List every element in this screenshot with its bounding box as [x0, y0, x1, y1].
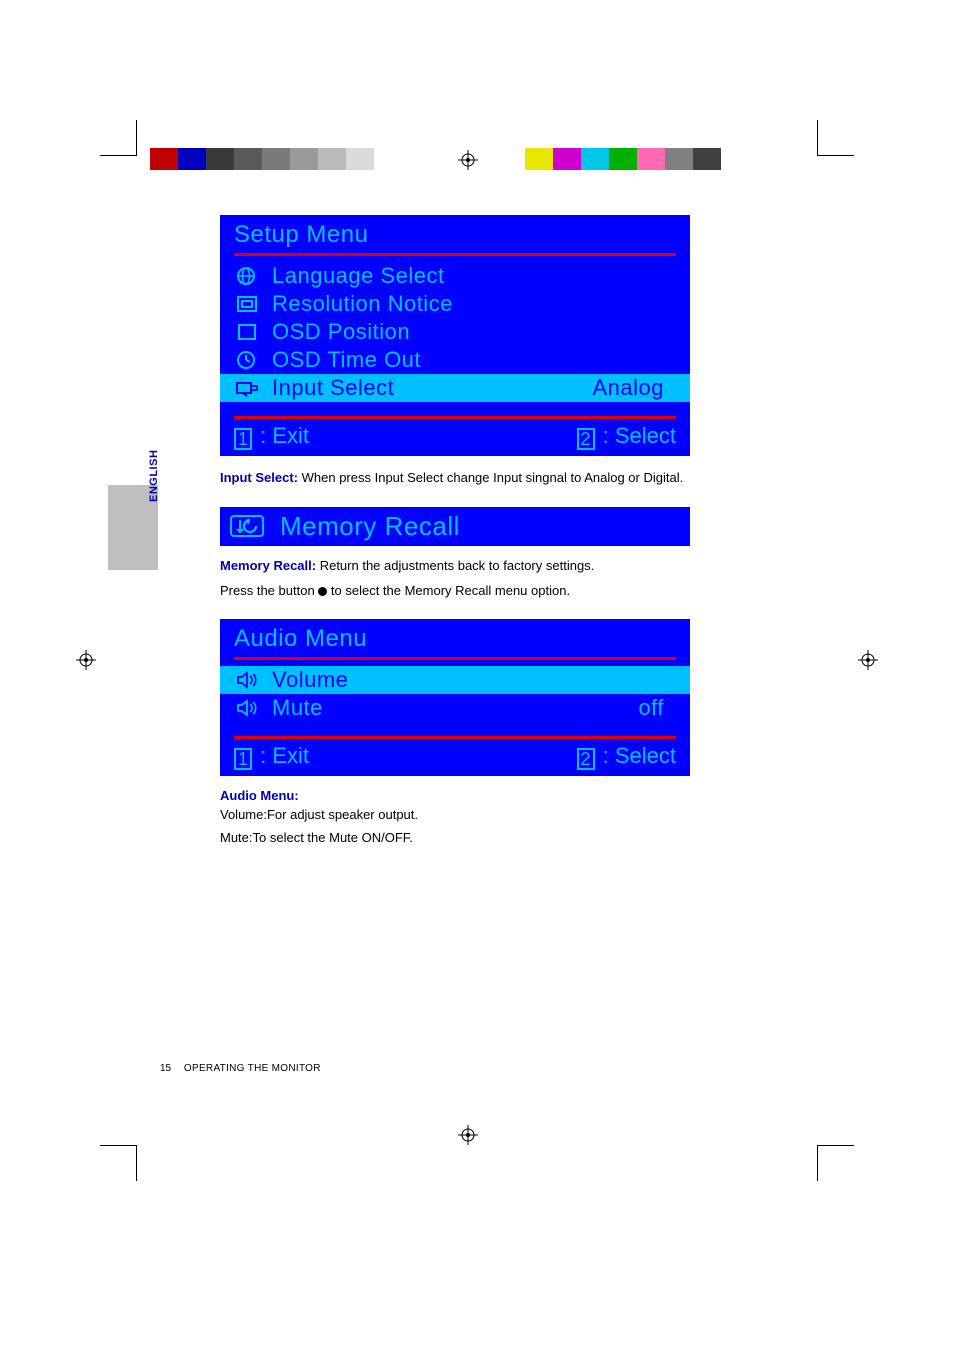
box-icon [234, 322, 260, 342]
menu-item-value: Analog [592, 375, 676, 401]
page-footer: 15 OPERATING THE MONITOR [160, 1063, 321, 1074]
footer-exit: 1 : Exit [234, 423, 309, 450]
menu-item[interactable]: OSD Position [220, 318, 690, 346]
key-2-icon: 2 [577, 748, 595, 770]
key-2-icon: 2 [577, 428, 595, 450]
crop-mark [818, 155, 854, 156]
footer-exit: 1 : Exit [234, 743, 309, 770]
crop-mark [818, 1145, 854, 1146]
input-select-description: Input Select: When press Input Select ch… [220, 468, 690, 489]
menu-item-label: Resolution Notice [272, 291, 664, 317]
menu-item-label: Input Select [272, 375, 592, 401]
audio-menu-title: Audio Menu [220, 619, 690, 657]
registration-mark-icon [76, 650, 96, 670]
audio-menu-items: VolumeMuteoff [220, 660, 690, 736]
menu-item[interactable]: Input SelectAnalog [220, 374, 690, 402]
audio-menu-heading: Audio Menu: [220, 788, 690, 803]
memory-recall-instruction: Press the button to select the Memory Re… [220, 581, 690, 602]
printer-color-bar [525, 148, 721, 170]
language-tab-label: ENGLISH [148, 450, 160, 502]
menu-item-value: off [638, 695, 676, 721]
audio-volume-description: Volume:For adjust speaker output. [220, 805, 690, 826]
crop-mark [100, 1145, 136, 1146]
setup-menu-osd: Setup Menu Language SelectResolution Not… [220, 215, 690, 456]
setup-menu-footer: 1 : Exit 2 : Select [220, 419, 690, 456]
menu-item-label: OSD Position [272, 319, 664, 345]
speaker-icon [234, 698, 260, 718]
memory-recall-description: Memory Recall: Return the adjustments ba… [220, 556, 690, 577]
registration-mark-icon [858, 650, 878, 670]
menu-item[interactable]: Resolution Notice [220, 290, 690, 318]
memory-recall-header: Memory Recall [220, 507, 690, 546]
audio-menu-footer: 1 : Exit 2 : Select [220, 739, 690, 776]
footer-select: 2 : Select [577, 423, 677, 450]
crop-mark [136, 120, 137, 156]
audio-menu-osd: Audio Menu VolumeMuteoff 1 : Exit 2 : Se… [220, 619, 690, 776]
menu-item[interactable]: Volume [220, 666, 690, 694]
menu-item[interactable]: Language Select [220, 262, 690, 290]
registration-mark-icon [458, 150, 478, 170]
input-icon [234, 378, 260, 398]
page-content: Setup Menu Language SelectResolution Not… [220, 215, 690, 851]
audio-mute-description: Mute:To select the Mute ON/OFF. [220, 828, 690, 849]
menu-item-label: Volume [272, 667, 664, 693]
page-number: 15 [160, 1063, 171, 1074]
memory-recall-title: Memory Recall [280, 511, 460, 542]
menu-item-label: Mute [272, 695, 638, 721]
crop-mark [817, 120, 818, 156]
button-dot-icon [318, 587, 327, 596]
crop-mark [100, 155, 136, 156]
menu-item[interactable]: Muteoff [220, 694, 690, 722]
footer-title: OPERATING THE MONITOR [184, 1063, 321, 1074]
setup-menu-title: Setup Menu [220, 215, 690, 253]
crop-mark [817, 1145, 818, 1181]
key-1-icon: 1 [234, 428, 252, 450]
footer-select: 2 : Select [577, 743, 677, 770]
recall-icon [230, 513, 270, 539]
setup-menu-items: Language SelectResolution NoticeOSD Posi… [220, 256, 690, 416]
registration-mark-icon [458, 1125, 478, 1145]
crop-mark [136, 1145, 137, 1181]
speaker-icon [234, 670, 260, 690]
globe-icon [234, 266, 260, 286]
menu-item-label: Language Select [272, 263, 664, 289]
screen-icon [234, 294, 260, 314]
key-1-icon: 1 [234, 748, 252, 770]
menu-item-label: OSD Time Out [272, 347, 664, 373]
clock-icon [234, 350, 260, 370]
menu-item[interactable]: OSD Time Out [220, 346, 690, 374]
printer-color-bar [150, 148, 402, 170]
